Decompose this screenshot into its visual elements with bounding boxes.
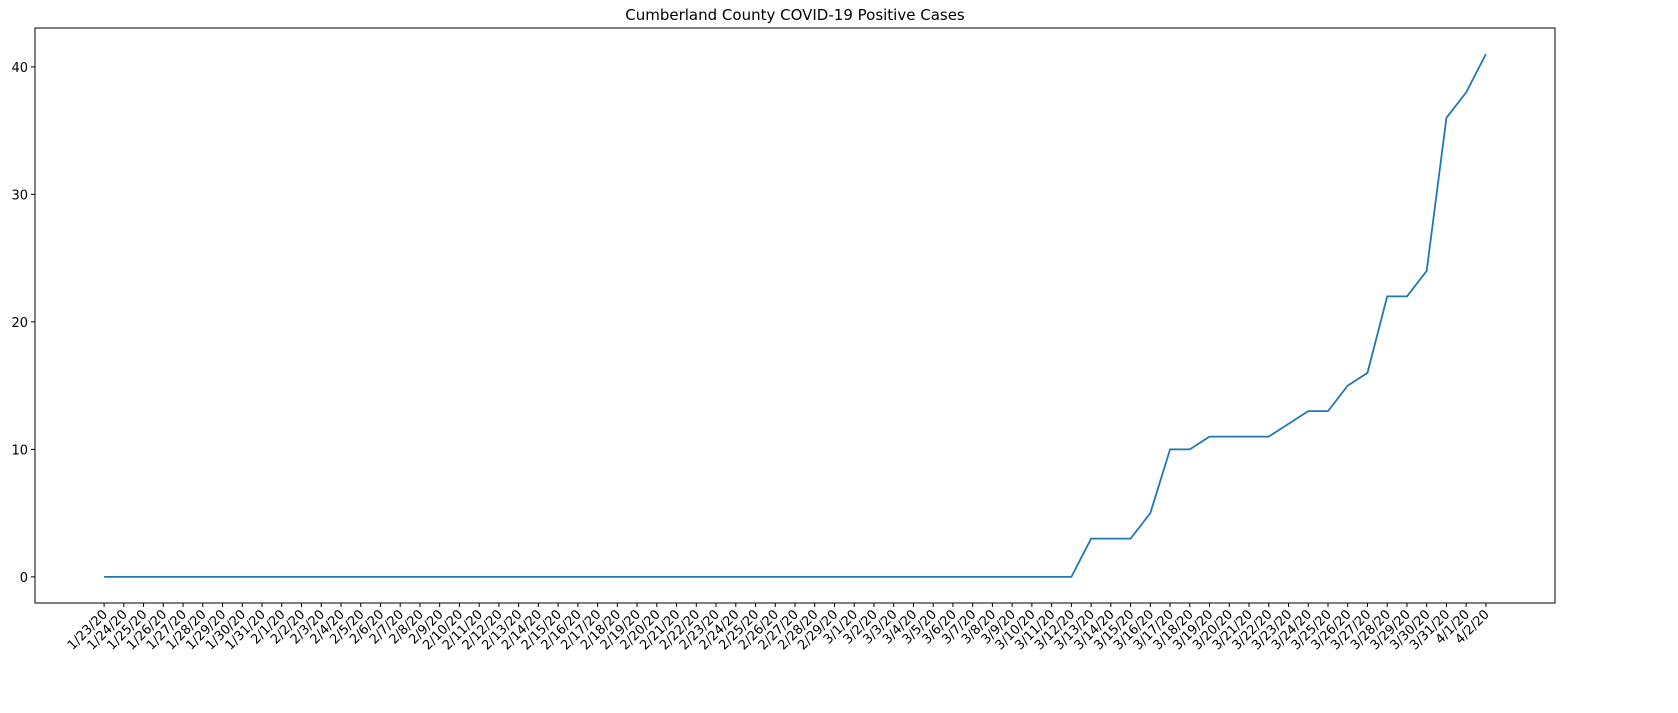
chart-title: Cumberland County COVID-19 Positive Case… — [625, 6, 965, 24]
y-tick-label: 30 — [11, 188, 28, 203]
y-tick-label: 40 — [11, 61, 28, 76]
y-tick-label: 10 — [11, 443, 28, 458]
axes-frame — [34, 27, 1556, 604]
y-tick-label: 20 — [11, 316, 28, 331]
data-line — [104, 53, 1487, 578]
y-tick-label: 0 — [20, 571, 28, 586]
